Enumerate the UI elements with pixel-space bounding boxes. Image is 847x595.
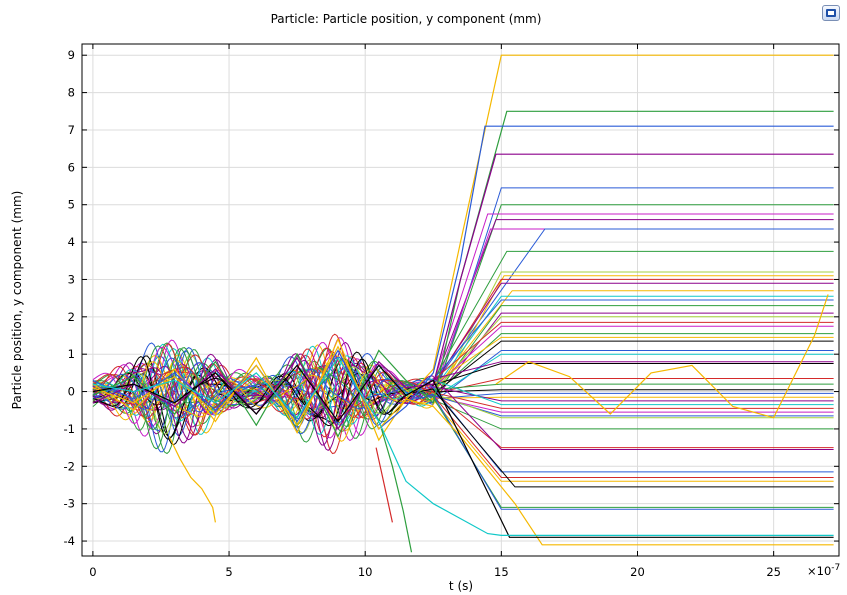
y-tick-label: 3 <box>68 272 75 286</box>
particle-trajectory-line <box>380 428 413 553</box>
particle-trajectory-line <box>92 54 834 442</box>
particle-trajectory-line <box>92 351 834 488</box>
particle-trajectory-line <box>92 333 834 420</box>
y-tick-label: -4 <box>64 534 75 548</box>
particle-trajectory-line <box>92 357 834 510</box>
particle-trajectory-line <box>92 345 834 546</box>
plot-area-frame <box>81 43 840 557</box>
x-tick-label: 5 <box>225 565 232 579</box>
particle-trajectory-line <box>92 358 834 418</box>
x-tick-label: 20 <box>630 565 645 579</box>
particle-trajectory-line <box>92 366 834 435</box>
y-tick-label: 1 <box>68 347 75 361</box>
x-scale-label: ×10 <box>807 564 831 578</box>
series-group <box>92 54 834 553</box>
y-tick-label: -2 <box>64 459 75 473</box>
particle-trajectory-line <box>92 356 834 473</box>
particle-trajectory-line <box>92 353 834 450</box>
y-tick-label: 0 <box>68 385 75 399</box>
x-axis-label: t (s) <box>449 579 473 593</box>
y-tick-label: 8 <box>68 86 75 100</box>
particle-trajectory-line <box>495 294 829 419</box>
chart-title: Particle: Particle position, y component… <box>271 12 542 26</box>
particle-trajectory-line <box>92 153 834 431</box>
x-tick-label: 15 <box>494 565 509 579</box>
y-tick-label: 5 <box>68 198 75 212</box>
particle-trajectory-line <box>92 356 834 536</box>
graph-toolbar-icon[interactable] <box>822 5 840 21</box>
particle-trajectory-line <box>375 447 393 523</box>
y-tick-label: -1 <box>64 422 75 436</box>
x-axis-ticks: 0 5 10 15 20 25 <box>89 44 781 579</box>
y-tick-label: 9 <box>68 48 75 62</box>
y-tick-label: 2 <box>68 310 75 324</box>
y-axis-label: Particle position, y component (mm) <box>10 191 24 410</box>
particle-trajectory-line <box>92 125 834 430</box>
y-axis-ticks: -4 -3 -2 -1 0 1 2 3 4 5 6 7 8 9 <box>64 48 839 548</box>
particle-trajectory-line <box>168 436 216 523</box>
particle-trajectory-line <box>92 342 834 442</box>
y-tick-label: 7 <box>68 123 75 137</box>
particle-trajectory-line <box>92 278 834 455</box>
x-scale-factor: ×10-7 <box>807 563 840 578</box>
x-tick-label: 25 <box>766 565 781 579</box>
y-tick-label: 4 <box>68 235 75 249</box>
x-scale-exponent: -7 <box>831 563 840 573</box>
x-tick-label: 0 <box>89 565 96 579</box>
y-tick-label: -3 <box>64 497 75 511</box>
x-tick-label: 10 <box>358 565 373 579</box>
particle-trajectory-line <box>92 333 834 439</box>
particle-trajectory-line <box>92 364 834 538</box>
y-tick-label: 6 <box>68 160 75 174</box>
